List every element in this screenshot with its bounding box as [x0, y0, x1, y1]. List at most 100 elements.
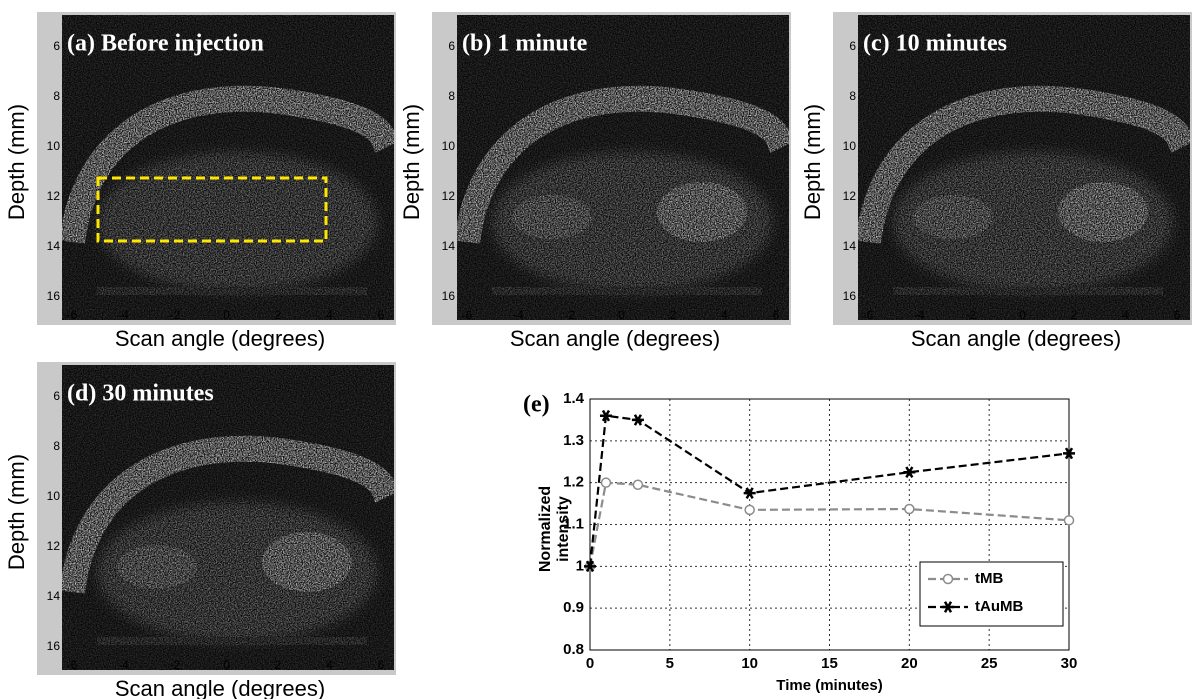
marker — [745, 505, 754, 514]
x-tick-label: -4 — [118, 308, 129, 322]
y-axis-label: Depth (mm) — [4, 454, 29, 570]
panel-title: (b) 1 minute — [462, 31, 588, 57]
x-tick-label: 4 — [721, 308, 728, 322]
x-tick-label: 10 — [741, 655, 758, 672]
x-tick-label: -2 — [170, 658, 181, 672]
x-tick-label: 6 — [773, 308, 780, 322]
y-tick-label: 14 — [47, 589, 61, 603]
y-axis-label: Depth (mm) — [800, 104, 825, 220]
y-axis-label: Normalized intensity — [537, 474, 573, 584]
x-tick-label: 2 — [275, 308, 282, 322]
panel-title: (a) Before injection — [67, 31, 264, 57]
y-tick-label: 0.9 — [563, 599, 584, 616]
y-tick-label: 10 — [843, 139, 857, 153]
y-tick-label: 12 — [843, 189, 857, 203]
x-tick-label: -2 — [170, 308, 181, 322]
contrast-blob — [1058, 182, 1148, 242]
marker — [1065, 516, 1074, 525]
speckle-texture — [858, 15, 1190, 320]
y-tick-label: 8 — [53, 439, 60, 453]
y-tick-label: 14 — [442, 239, 456, 253]
contrast-blob — [657, 182, 747, 242]
legend-label: tMB — [975, 570, 1003, 587]
x-tick-label: 2 — [1071, 308, 1078, 322]
x-tick-label: -2 — [565, 308, 576, 322]
y-tick-label: 8 — [53, 89, 60, 103]
y-tick-label: 6 — [53, 389, 60, 403]
x-tick-label: 30 — [1061, 655, 1078, 672]
x-tick-label: 0 — [618, 308, 625, 322]
bottom-echo — [893, 287, 1163, 295]
y-tick-label: 1.4 — [563, 390, 585, 407]
y-tick-label: 6 — [849, 39, 856, 53]
x-tick-label: 20 — [901, 655, 918, 672]
marker — [601, 478, 610, 487]
y-tick-label: 8 — [849, 89, 856, 103]
marker — [944, 575, 953, 584]
x-axis-label: Scan angle (degrees) — [510, 326, 720, 351]
contrast-blob — [262, 532, 352, 592]
speckle-texture — [457, 15, 789, 320]
speckle-texture — [62, 15, 394, 320]
x-tick-label: -4 — [513, 308, 524, 322]
figure: (a) Before injection 6 8 10 12 14 16 -6 -4 -2 0 2 4 6… — [0, 0, 1197, 699]
panel-title: (c) 10 minutes — [863, 31, 1007, 57]
y-tick-label: 12 — [47, 539, 61, 553]
x-tick-label: 0 — [586, 655, 594, 672]
x-tick-label: 4 — [1122, 308, 1129, 322]
contrast-blob — [512, 195, 592, 239]
y-tick-label: 16 — [47, 289, 61, 303]
x-tick-label: 4 — [326, 658, 333, 672]
y-tick-label: 6 — [448, 39, 455, 53]
speckle-texture — [62, 365, 394, 670]
x-tick-label: 25 — [981, 655, 998, 672]
x-axis-label: Scan angle (degrees) — [115, 326, 325, 351]
bottom-echo — [97, 287, 367, 295]
x-tick-label: -2 — [966, 308, 977, 322]
y-tick-label: 16 — [442, 289, 456, 303]
x-tick-label: 0 — [223, 658, 230, 672]
legend: tMB tAuMB — [920, 562, 1063, 626]
x-tick-label: 2 — [670, 308, 677, 322]
legend-label: tAuMB — [975, 598, 1023, 615]
y-tick-label: 1.3 — [563, 432, 584, 449]
y-tick-label: 16 — [843, 289, 857, 303]
x-tick-label: 0 — [223, 308, 230, 322]
ultrasound-panel: (b) 1 minute 6 8 10 12 14 16 -6 -4 -2 0 2 4 6 Scan ang… — [399, 12, 791, 351]
x-tick-label: 6 — [378, 658, 385, 672]
y-tick-label: 0.8 — [563, 641, 584, 658]
x-tick-label: -6 — [67, 308, 78, 322]
x-tick-label: 5 — [666, 655, 674, 672]
marker — [633, 480, 642, 489]
x-tick-label: 6 — [1174, 308, 1181, 322]
x-tick-label: -6 — [67, 658, 78, 672]
y-tick-label: 6 — [53, 39, 60, 53]
y-tick-label: 12 — [442, 189, 456, 203]
y-axis-label-box: Normalized intensity — [537, 464, 577, 584]
y-tick-label: 14 — [47, 239, 61, 253]
y-tick-label: 14 — [843, 239, 857, 253]
y-tick-label: 16 — [47, 639, 61, 653]
chart-panel-label: (e) — [523, 392, 550, 418]
x-tick-label: -6 — [462, 308, 473, 322]
x-tick-label: 2 — [275, 658, 282, 672]
panel-title: (d) 30 minutes — [67, 381, 214, 407]
x-axis-label: Scan angle (degrees) — [911, 326, 1121, 351]
y-tick-label: 8 — [448, 89, 455, 103]
x-axis-label: Time (minutes) — [776, 677, 882, 694]
bottom-echo — [97, 637, 367, 645]
y-axis-label: Depth (mm) — [4, 104, 29, 220]
y-tick-label: 10 — [442, 139, 456, 153]
x-axis-label: Scan angle (degrees) — [115, 676, 325, 699]
x-tick-label: 0 — [1019, 308, 1026, 322]
x-tick-label: -4 — [914, 308, 925, 322]
contrast-blob — [913, 195, 993, 239]
bottom-echo — [492, 287, 762, 295]
tumor-body — [97, 152, 377, 292]
y-tick-label: 12 — [47, 189, 61, 203]
y-axis-label: Depth (mm) — [399, 104, 424, 220]
x-tick-label: 4 — [326, 308, 333, 322]
